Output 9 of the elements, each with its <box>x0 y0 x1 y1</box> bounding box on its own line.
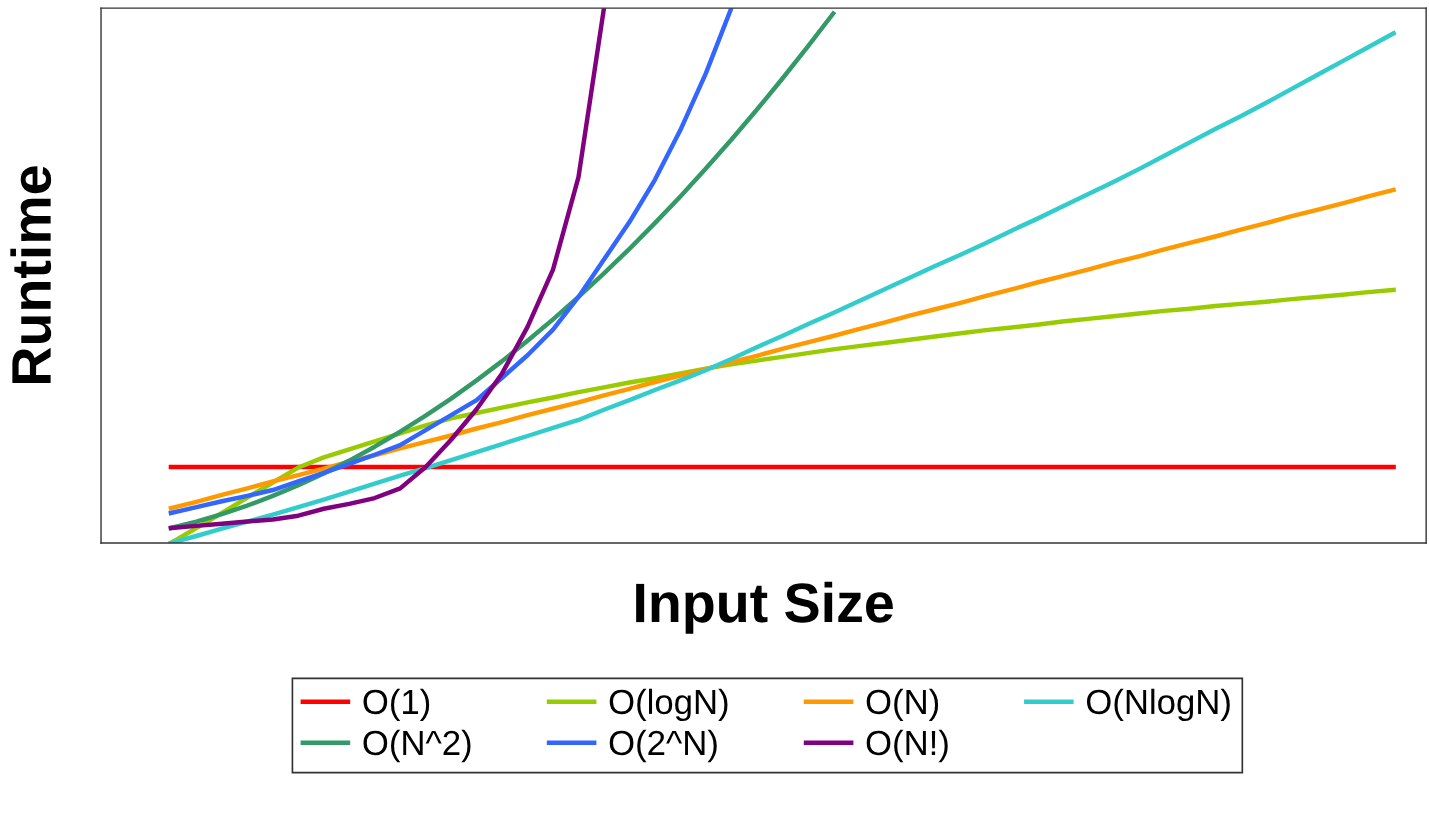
legend-label: O(NlogN) <box>1086 688 1230 722</box>
y-axis-title: Runtime <box>10 166 52 383</box>
legend-label: O(logN) <box>609 688 728 722</box>
legend-label: O(N) <box>866 688 939 722</box>
legend-label: O(N^2) <box>363 729 471 763</box>
legend-label: O(1) <box>363 688 430 722</box>
legend-label: O(N!) <box>866 729 948 763</box>
legend-label: O(2^N) <box>609 729 717 763</box>
x-axis-title: Input Size <box>636 581 893 634</box>
